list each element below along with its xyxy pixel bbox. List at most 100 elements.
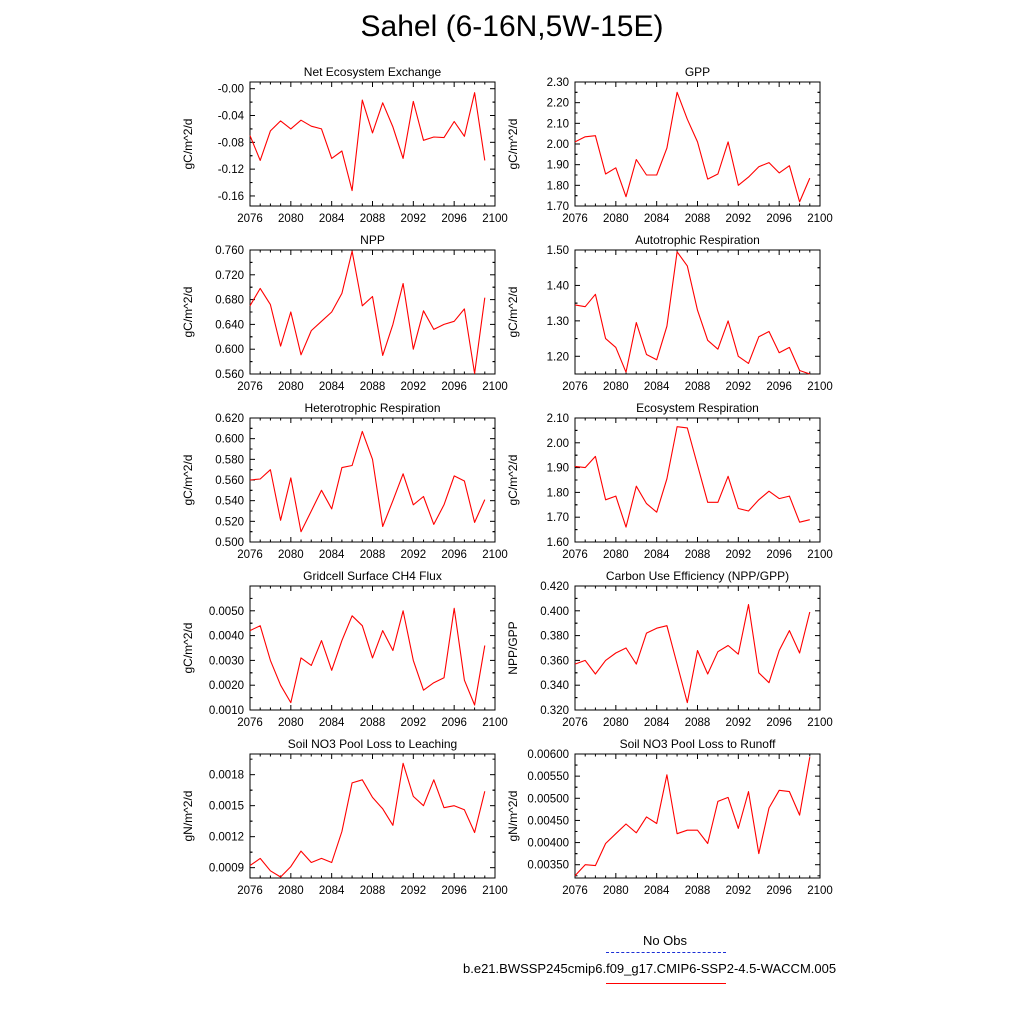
panel-5-xtick-label: 2088 xyxy=(360,549,386,561)
panel-4-ytick-label: 1.40 xyxy=(547,280,569,292)
panel-7-xtick-label: 2080 xyxy=(278,717,304,729)
legend-obs-label: No Obs xyxy=(642,933,688,948)
panel-5-xtick-label: 2096 xyxy=(441,549,467,561)
panel-7-xtick-label: 2092 xyxy=(401,717,427,729)
legend-obs-line xyxy=(606,952,726,953)
panel-2-xtick-label: 2088 xyxy=(685,213,711,225)
panel-8-xtick-label: 2088 xyxy=(685,717,711,729)
panel-6-ytick-label: 1.60 xyxy=(547,537,569,549)
panel-8-xtick-label: 2100 xyxy=(807,717,833,729)
panel-10-xtick-label: 2084 xyxy=(644,885,670,897)
panel-6-xtick-label: 2076 xyxy=(562,549,588,561)
panel-6-ylabel: gC/m^2/d xyxy=(506,455,520,506)
panel-3-ytick-label: 0.760 xyxy=(215,245,244,257)
panel-8-ytick-label: 0.400 xyxy=(540,606,569,618)
panel-4-xtick-label: 2084 xyxy=(644,381,670,393)
panel-2-title: GPP xyxy=(685,65,710,79)
panel-2-xtick-label: 2076 xyxy=(562,213,588,225)
panel-7-ytick-label: 0.0050 xyxy=(209,606,244,618)
legend-model-label: b.e21.BWSSP245cmip6.f09_g17.CMIP6-SSP2-4… xyxy=(463,961,837,976)
panel-3-xtick-label: 2100 xyxy=(482,381,508,393)
panel-9-xtick-label: 2100 xyxy=(482,885,508,897)
panel-4-xtick-label: 2076 xyxy=(562,381,588,393)
panel-6-series-1-line xyxy=(574,426,810,528)
panel-4-xtick-label: 2088 xyxy=(685,381,711,393)
panel-1-xtick-label: 2084 xyxy=(319,213,345,225)
panel-1-ylabel: gC/m^2/d xyxy=(181,119,195,170)
panel-10-ytick-label: 0.00450 xyxy=(527,815,569,827)
panel-8-ytick-label: 0.420 xyxy=(540,581,569,593)
panel-5-ytick-label: 0.600 xyxy=(215,434,244,446)
panel-5-xtick-label: 2084 xyxy=(319,549,345,561)
panel-3-series-1-line xyxy=(249,250,486,374)
panel-4-xtick-label: 2080 xyxy=(603,381,629,393)
panel-6-ytick-label: 1.70 xyxy=(547,512,569,524)
panel-9-xtick-label: 2088 xyxy=(360,885,386,897)
panel-8-xtick-label: 2096 xyxy=(766,717,792,729)
panel-2-ytick-label: 1.80 xyxy=(547,180,569,192)
panel-5-xtick-label: 2100 xyxy=(482,549,508,561)
panel-3-xtick-label: 2096 xyxy=(441,381,467,393)
panel-2-xtick-label: 2100 xyxy=(807,213,833,225)
panel-5-ytick-label: 0.500 xyxy=(215,537,244,549)
panel-9-ytick-label: 0.0015 xyxy=(209,801,244,813)
panel-5-frame xyxy=(249,417,496,543)
panel-1-xtick-label: 2100 xyxy=(482,213,508,225)
panel-10-xtick-label: 2076 xyxy=(562,885,588,897)
panel-2-ytick-label: 2.10 xyxy=(547,118,569,130)
panel-10-ytick-label: 0.00350 xyxy=(527,860,569,872)
panel-4-series-1-line xyxy=(574,251,810,375)
panel-4-ylabel: gC/m^2/d xyxy=(506,287,520,338)
panel-9-ytick-label: 0.0009 xyxy=(209,863,244,875)
panel-2-xtick-label: 2092 xyxy=(726,213,752,225)
panel-4-xtick-label: 2092 xyxy=(726,381,752,393)
panel-4-xtick-label: 2096 xyxy=(766,381,792,393)
panel-8-ytick-label: 0.320 xyxy=(540,705,569,717)
panel-7-ytick-label: 0.0010 xyxy=(209,705,244,717)
panel-6-ytick-label: 1.90 xyxy=(547,463,569,475)
panel-2-ytick-label: 1.90 xyxy=(547,160,569,172)
panel-9-ylabel: gN/m^2/d xyxy=(181,791,195,842)
panel-5-ytick-label: 0.580 xyxy=(215,454,244,466)
panel-2-ytick-label: 2.00 xyxy=(547,139,569,151)
panel-6-ytick-label: 1.80 xyxy=(547,487,569,499)
panel-9-xtick-label: 2084 xyxy=(319,885,345,897)
panel-3-ytick-label: 0.680 xyxy=(215,295,244,307)
panel-1-series-1-line xyxy=(249,92,486,192)
panel-5-xtick-label: 2080 xyxy=(278,549,304,561)
panel-2-xtick-label: 2096 xyxy=(766,213,792,225)
panel-5-title: Heterotrophic Respiration xyxy=(304,401,440,415)
panel-7-xtick-label: 2088 xyxy=(360,717,386,729)
panel-7-ytick-label: 0.0040 xyxy=(209,631,244,643)
panel-10-xtick-label: 2092 xyxy=(726,885,752,897)
panel-6-title: Ecosystem Respiration xyxy=(636,401,759,415)
panel-4-ytick-label: 1.50 xyxy=(547,245,569,257)
panel-3-xtick-label: 2092 xyxy=(401,381,427,393)
panel-1-xtick-label: 2088 xyxy=(360,213,386,225)
panel-2-ytick-label: 2.30 xyxy=(547,77,569,89)
panel-9-series-1-line xyxy=(249,762,486,878)
panel-6-xtick-label: 2092 xyxy=(726,549,752,561)
panel-3-ylabel: gC/m^2/d xyxy=(181,287,195,338)
panel-8-ytick-label: 0.360 xyxy=(540,655,569,667)
panel-1-xtick-label: 2080 xyxy=(278,213,304,225)
panel-8-ytick-label: 0.380 xyxy=(540,631,569,643)
panel-8-frame xyxy=(574,585,821,711)
panel-7-series-1-line xyxy=(249,607,486,706)
panel-3-xtick-label: 2076 xyxy=(237,381,263,393)
panel-5-ytick-label: 0.620 xyxy=(215,413,244,425)
panel-7-xtick-label: 2100 xyxy=(482,717,508,729)
panel-1-ytick-label: -0.12 xyxy=(218,164,244,176)
panel-1-ytick-label: -0.00 xyxy=(218,84,244,96)
panel-5-xtick-label: 2076 xyxy=(237,549,263,561)
panel-6-ytick-label: 2.00 xyxy=(547,438,569,450)
panel-1-xtick-label: 2092 xyxy=(401,213,427,225)
panel-6-frame xyxy=(574,417,821,543)
panel-10-ylabel: gN/m^2/d xyxy=(506,791,520,842)
panel-10-xtick-label: 2096 xyxy=(766,885,792,897)
panel-7-ytick-label: 0.0030 xyxy=(209,655,244,667)
panel-3-ytick-label: 0.720 xyxy=(215,270,244,282)
panel-3-xtick-label: 2084 xyxy=(319,381,345,393)
panel-8-series-1-line xyxy=(574,604,811,704)
panel-3-title: NPP xyxy=(360,233,385,247)
